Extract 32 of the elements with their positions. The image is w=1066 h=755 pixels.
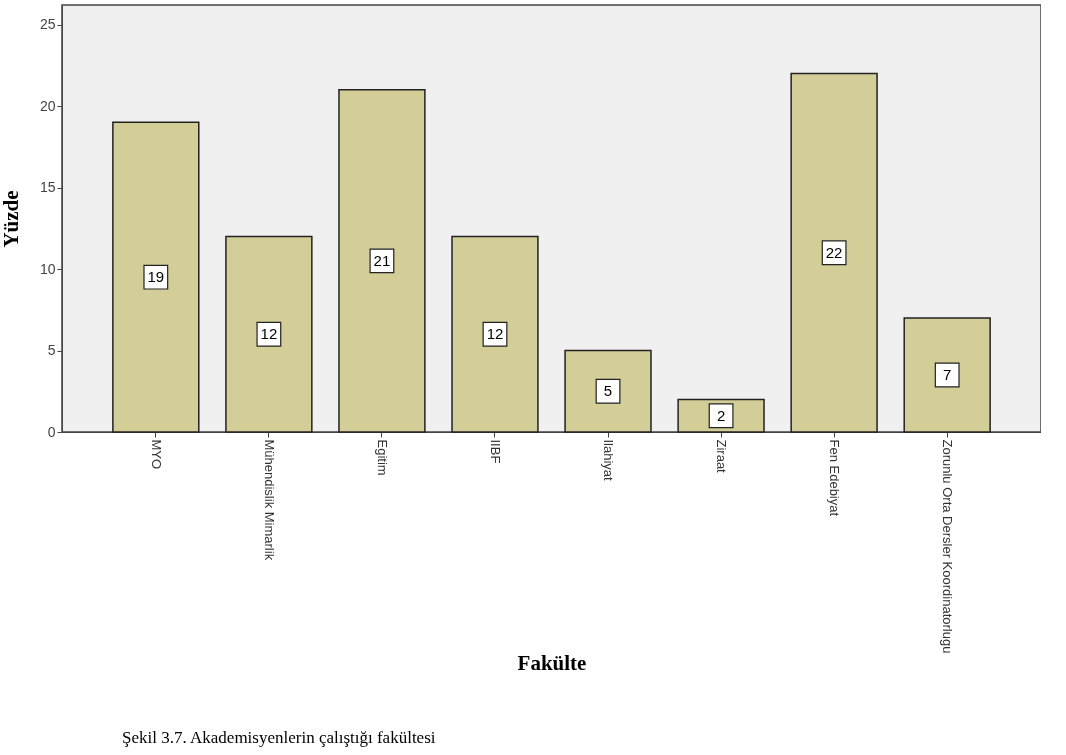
x-tick-label: Egitim: [374, 439, 390, 476]
data-label: 22: [825, 243, 843, 261]
x-tick-label: IIBF: [487, 439, 503, 464]
x-tick-label: MYO: [148, 439, 164, 470]
bar: [903, 317, 991, 433]
y-tick-label: 5: [47, 342, 56, 359]
x-tick-label: Ilahiyat: [601, 439, 617, 482]
y-tick-label: 0: [47, 423, 56, 440]
x-tick-label: Fen Edebiyat: [827, 439, 843, 517]
y-tick-label: 20: [39, 97, 56, 114]
bar: [564, 349, 652, 433]
data-label: 7: [943, 365, 952, 383]
bar: [451, 235, 539, 433]
bar: [112, 121, 200, 433]
text: Şekil 3.7. Akademisyenlerin çalıştığı fakültesi: [122, 728, 436, 748]
data-label: 19: [147, 268, 165, 286]
data-label: 12: [260, 325, 278, 343]
bar: [338, 89, 426, 433]
x-axis-title: Fakülte: [517, 650, 587, 675]
data-label: 12: [486, 325, 504, 343]
y-tick-label: 10: [39, 260, 56, 277]
x-tick-label: Ziraat: [714, 439, 730, 474]
data-label: 2: [716, 406, 726, 424]
y-tick-label: 25: [39, 16, 56, 33]
bar: [225, 235, 313, 433]
bar: [790, 72, 878, 433]
data-label: 5: [603, 382, 613, 400]
y-axis-title: Yüzde: [0, 190, 23, 248]
data-label: 21: [373, 251, 391, 269]
x-tick-label: Zorunlu Orta Dersler Koordinatorlugu: [940, 439, 956, 654]
x-tick-label: Mühendislik Mimarlik: [261, 439, 277, 561]
y-tick-label: 15: [39, 179, 56, 196]
